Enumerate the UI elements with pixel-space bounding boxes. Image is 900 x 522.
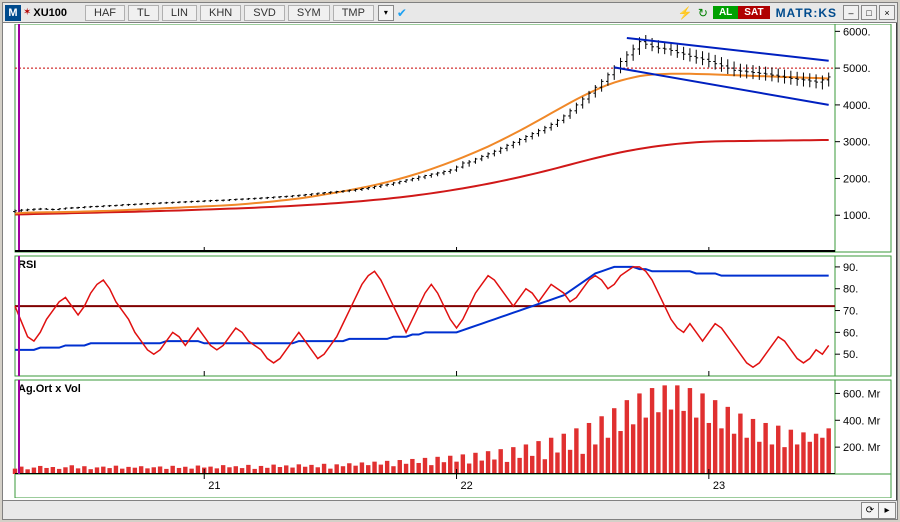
al-button[interactable]: AL: [713, 6, 738, 19]
dropdown-button[interactable]: ▾: [378, 5, 394, 21]
svg-text:4000.: 4000.: [843, 100, 871, 112]
symbol-label: XU100: [33, 7, 67, 19]
brand-label: MATR:KS: [776, 6, 837, 20]
tab-sym[interactable]: SYM: [288, 5, 330, 21]
toolbar: M ✶ XU100 HAF TL LIN KHN SVD SYM TMP ▾ ✔…: [3, 3, 897, 23]
minimize-button[interactable]: –: [843, 5, 859, 20]
svg-text:60.: 60.: [843, 327, 858, 339]
twitter-icon[interactable]: ✔: [394, 5, 410, 21]
tab-khn[interactable]: KHN: [200, 5, 241, 21]
svg-text:600. Mr: 600. Mr: [843, 388, 881, 400]
svg-text:200. Mr: 200. Mr: [843, 442, 881, 454]
svg-text:400. Mr: 400. Mr: [843, 415, 881, 427]
svg-text:1000.: 1000.: [843, 210, 871, 222]
svg-text:90.: 90.: [843, 262, 858, 274]
svg-text:80.: 80.: [843, 284, 858, 296]
svg-text:22: 22: [461, 480, 473, 492]
svg-text:21: 21: [208, 480, 220, 492]
flash-icon[interactable]: ⚡: [677, 5, 693, 21]
close-button[interactable]: ×: [879, 5, 895, 20]
svg-text:3000.: 3000.: [843, 137, 871, 149]
svg-text:RSI: RSI: [18, 259, 36, 271]
zigzag-icon: ✶: [23, 7, 31, 18]
tab-tl[interactable]: TL: [128, 5, 159, 21]
svg-text:Ag.Ort x Vol: Ag.Ort x Vol: [18, 383, 81, 395]
svg-text:6000.: 6000.: [843, 26, 871, 38]
footer: ⟳ ▸: [3, 500, 897, 519]
svg-text:5000.: 5000.: [843, 63, 871, 75]
svg-text:50.: 50.: [843, 349, 858, 361]
tab-svd[interactable]: SVD: [244, 5, 285, 21]
sat-button[interactable]: SAT: [738, 6, 769, 19]
chart-area: 1000. 2000. 3000. 4000. 5000. 6000. RSI 50. 60. 7…: [5, 24, 893, 498]
tab-tmp[interactable]: TMP: [333, 5, 374, 21]
refresh-icon[interactable]: ↻: [695, 5, 711, 21]
chart-svg[interactable]: 1000. 2000. 3000. 4000. 5000. 6000. RSI 50. 60. 7…: [5, 24, 893, 498]
svg-text:23: 23: [713, 480, 725, 492]
app-window: M ✶ XU100 HAF TL LIN KHN SVD SYM TMP ▾ ✔…: [2, 2, 898, 520]
svg-text:70.: 70.: [843, 306, 858, 318]
scroll-left-button[interactable]: ⟳: [861, 502, 879, 519]
app-logo: M: [5, 5, 21, 21]
maximize-button[interactable]: □: [861, 5, 877, 20]
tab-haf[interactable]: HAF: [85, 5, 125, 21]
tab-lin[interactable]: LIN: [162, 5, 197, 21]
scroll-right-button[interactable]: ▸: [878, 502, 896, 519]
svg-text:2000.: 2000.: [843, 173, 871, 185]
